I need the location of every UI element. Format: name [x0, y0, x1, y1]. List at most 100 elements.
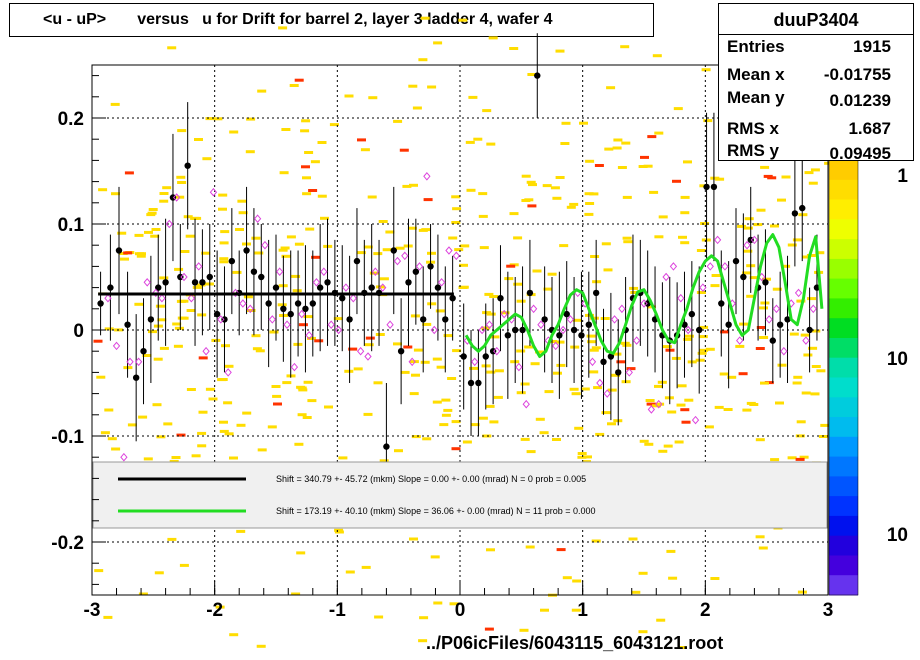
- data-point-diamond: [802, 336, 810, 345]
- data-point: [397, 348, 405, 355]
- histogram-cell: [571, 392, 581, 396]
- histogram-cell: [183, 215, 193, 219]
- data-point: [250, 268, 258, 275]
- histogram-cell: [506, 264, 516, 268]
- palette-cell: [829, 377, 858, 398]
- palette-cell: [829, 338, 858, 359]
- histogram-cell: [638, 571, 648, 575]
- palette-cell: [829, 575, 858, 596]
- palette-label: 10: [887, 349, 908, 370]
- histogram-cell: [300, 129, 310, 133]
- data-point: [199, 279, 206, 286]
- palette-cell: [829, 456, 858, 477]
- data-point: [316, 284, 324, 291]
- data-point: [339, 295, 346, 302]
- histogram-cell: [439, 423, 449, 427]
- histogram-cell: [530, 362, 540, 366]
- histogram-cell: [561, 121, 571, 125]
- histogram-cell: [490, 335, 500, 339]
- histogram-cell: [451, 420, 461, 424]
- histogram-cell: [677, 646, 687, 649]
- histogram-cell: [815, 251, 825, 255]
- histogram-cell: [781, 264, 791, 268]
- histogram-cell: [772, 287, 782, 291]
- data-point: [115, 247, 123, 254]
- data-point-diamond: [485, 320, 494, 329]
- histogram-cell: [820, 423, 830, 427]
- histogram-cell: [219, 257, 229, 261]
- histogram-cell: [755, 438, 765, 442]
- histogram-cell: [138, 592, 148, 596]
- histogram-cell: [452, 349, 462, 353]
- histogram-cell: [138, 415, 148, 419]
- histogram-cell: [302, 176, 311, 180]
- data-point: [725, 321, 732, 328]
- histogram-cell: [379, 277, 389, 281]
- data-point-diamond: [209, 187, 218, 197]
- histogram-cell: [374, 615, 384, 619]
- histogram-cell: [699, 325, 709, 329]
- histogram-cell: [465, 140, 475, 144]
- histogram-cell: [143, 457, 153, 461]
- histogram-cell: [758, 546, 768, 550]
- y-tick-label: 0: [73, 321, 84, 342]
- histogram-cell: [197, 431, 207, 435]
- histogram-cell: [197, 444, 207, 448]
- histogram-cell: [459, 263, 468, 267]
- histogram-cell: [804, 171, 814, 175]
- histogram-cell: [408, 84, 418, 88]
- data-point: [615, 369, 622, 376]
- histogram-cell: [317, 141, 327, 144]
- histogram-cell: [156, 435, 166, 439]
- data-point: [563, 310, 570, 318]
- histogram-cell: [237, 199, 247, 203]
- histogram-cell: [185, 234, 195, 238]
- histogram-cell: [486, 548, 495, 552]
- stats-label-mean-x: Mean x: [727, 65, 785, 84]
- data-point-diamond: [669, 262, 678, 271]
- histogram-cell: [789, 332, 799, 336]
- histogram-cell: [334, 530, 344, 534]
- histogram-cell: [357, 138, 366, 142]
- histogram-cell: [591, 539, 601, 543]
- stats-label-mean-y: Mean y: [727, 88, 785, 107]
- histogram-cell: [420, 360, 430, 364]
- histogram-cell: [622, 236, 632, 240]
- histogram-cell: [797, 590, 807, 594]
- x-tick-label: 1: [577, 600, 588, 621]
- histogram-cell: [176, 299, 186, 303]
- data-point-diamond: [445, 246, 453, 255]
- histogram-cell: [543, 287, 553, 291]
- histogram-cell: [683, 160, 692, 164]
- histogram-cell: [770, 224, 779, 228]
- histogram-cell: [607, 388, 617, 392]
- histogram-cell: [583, 455, 592, 459]
- data-point-diamond: [143, 278, 151, 287]
- histogram-cell: [403, 345, 413, 349]
- histogram-cell: [544, 390, 554, 394]
- histogram-cell: [251, 236, 261, 240]
- histogram-cell: [382, 248, 392, 252]
- data-point-diamond: [478, 325, 486, 335]
- histogram-cell: [271, 385, 281, 388]
- histogram-cell: [759, 306, 768, 310]
- histogram-cell: [460, 244, 470, 248]
- data-point: [184, 162, 191, 169]
- histogram-cell: [443, 408, 453, 412]
- histogram-cell: [281, 254, 291, 258]
- histogram-cell: [308, 189, 318, 192]
- data-point: [140, 348, 147, 355]
- histogram-cell: [373, 252, 383, 256]
- histogram-cell: [628, 537, 638, 541]
- histogram-cell: [103, 615, 113, 619]
- y-tick-label: -0.2: [51, 533, 84, 554]
- histogram-cell: [759, 336, 769, 339]
- histogram-cell: [668, 576, 678, 580]
- x-tick-label: -1: [329, 600, 346, 621]
- data-point-diamond: [647, 405, 656, 414]
- data-point-diamond: [588, 357, 597, 367]
- data-point-diamond: [809, 304, 817, 314]
- histogram-cell: [394, 449, 403, 453]
- histogram-cell: [246, 309, 256, 312]
